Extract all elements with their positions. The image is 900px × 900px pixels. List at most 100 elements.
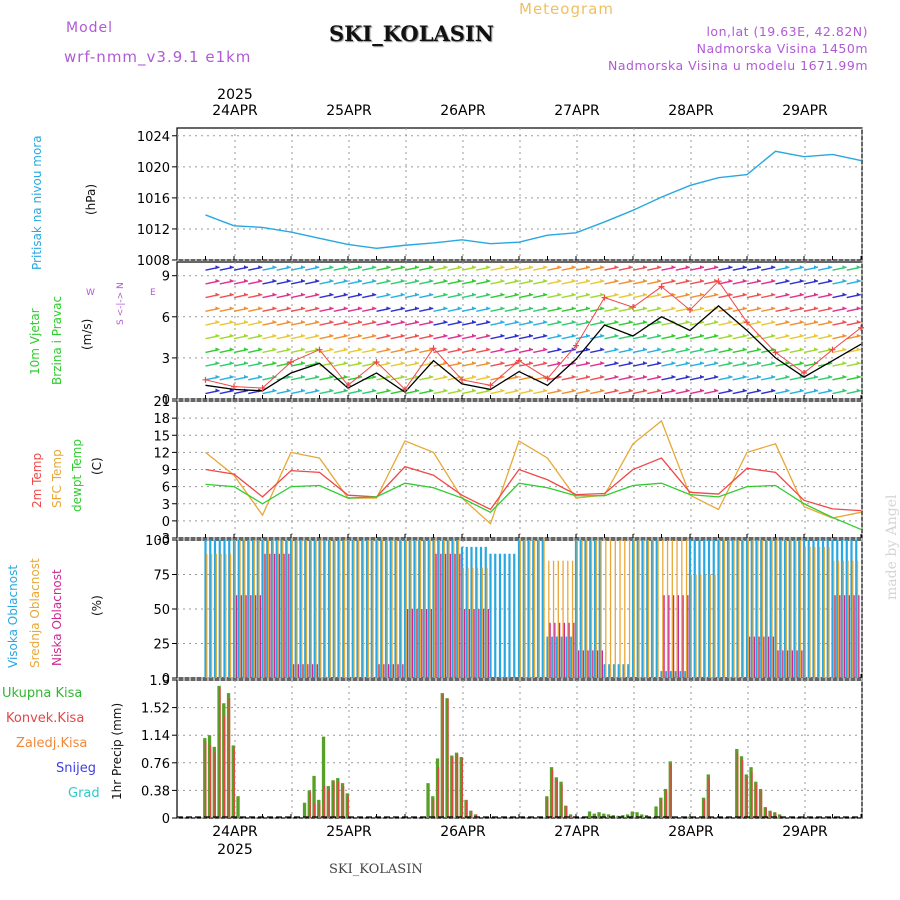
wind-arrow-head bbox=[486, 265, 491, 270]
wind-arrow-head bbox=[685, 320, 690, 325]
wind-arrow-head bbox=[671, 278, 676, 283]
wind-arrow-head bbox=[543, 347, 548, 352]
wind-gust-marker bbox=[601, 294, 608, 301]
wind-gust-marker bbox=[630, 304, 636, 311]
legend-total-rain: Ukupna Kisa bbox=[2, 686, 83, 701]
wind-arrow-head bbox=[457, 265, 462, 270]
wind-arrow-head bbox=[272, 292, 277, 297]
wind-arrow-head bbox=[657, 333, 662, 338]
wind-arrow-head bbox=[856, 320, 861, 325]
wind-arrow-head bbox=[215, 333, 220, 338]
wind-arrow-head bbox=[315, 388, 320, 393]
wind-arrow-head bbox=[329, 333, 334, 338]
wind-arrow-head bbox=[600, 306, 605, 311]
wind-arrow-head bbox=[258, 361, 263, 366]
wind-arrow-head bbox=[415, 292, 419, 297]
precip-total-bar bbox=[640, 814, 644, 818]
wind-arrow-head bbox=[814, 320, 818, 325]
precip-total-bar bbox=[236, 796, 240, 818]
wind-arrow-head bbox=[628, 265, 633, 270]
wind-arrow-head bbox=[529, 265, 533, 270]
wind-gust-marker bbox=[259, 385, 266, 392]
wind-arrow-head bbox=[315, 278, 320, 283]
wind-arrow-head bbox=[814, 347, 818, 352]
wind-arrow-head bbox=[600, 320, 605, 325]
wind-arrow-head bbox=[486, 292, 491, 297]
precip-convective-bar bbox=[770, 812, 772, 818]
wind-arrow-head bbox=[286, 306, 291, 311]
wind-arrow-head bbox=[671, 388, 676, 393]
wind-arrow-head bbox=[685, 347, 690, 352]
bottom-date-label: 25APR bbox=[326, 824, 372, 840]
wind-arrow-head bbox=[258, 278, 263, 283]
wind-arrow-head bbox=[828, 374, 833, 379]
wind-arrow-head bbox=[272, 361, 277, 366]
wind-arrow-head bbox=[343, 388, 348, 393]
precip-convective-bar bbox=[466, 800, 468, 818]
wind-arrow-head bbox=[286, 333, 291, 338]
wind-arrow-head bbox=[557, 265, 562, 270]
precip-convective-bar bbox=[228, 698, 231, 818]
wind-arrow-head bbox=[372, 347, 377, 352]
wind-arrow-head bbox=[685, 361, 690, 366]
wind-arrow-head bbox=[856, 265, 861, 270]
wind-arrow-head bbox=[315, 320, 320, 325]
wind-arrow-head bbox=[215, 347, 220, 352]
precip-convective-bar bbox=[219, 687, 221, 818]
wind-arrow-head bbox=[443, 374, 448, 379]
wind-gust-marker bbox=[687, 306, 693, 313]
precip-convective-bar bbox=[209, 745, 212, 818]
wind-arrow-head bbox=[586, 278, 590, 283]
wind-arrow-head bbox=[315, 333, 320, 338]
wind-arrow-head bbox=[272, 278, 277, 283]
wind-arrow-head bbox=[400, 265, 405, 270]
wind-arrow-head bbox=[828, 388, 833, 393]
wind-arrow-head bbox=[557, 292, 562, 297]
wind-arrow-head bbox=[586, 347, 590, 352]
wind-arrow-head bbox=[215, 278, 220, 283]
wind-arrow-head bbox=[799, 292, 804, 297]
precip-convective-bar bbox=[451, 756, 454, 818]
wind-arrow-head bbox=[700, 306, 704, 311]
wind-arrow-head bbox=[486, 320, 491, 325]
wind-arrow-head bbox=[215, 374, 220, 379]
precip-total-bar bbox=[635, 812, 639, 818]
wind-arrow-head bbox=[643, 374, 647, 379]
wind-arrow-head bbox=[229, 374, 234, 379]
top-date-label: 26APR bbox=[440, 103, 486, 119]
precip-convective-bar bbox=[741, 759, 744, 818]
wind-arrow-head bbox=[700, 361, 704, 366]
precip-convective-bar bbox=[774, 813, 777, 818]
wind-gust-marker bbox=[772, 349, 779, 356]
ytick-label-wind: 3 bbox=[162, 352, 170, 367]
wind-arrow-head bbox=[472, 292, 476, 297]
ytick-label-temperature: 15 bbox=[153, 429, 170, 444]
pressure-line bbox=[205, 150, 862, 250]
wind-arrow-head bbox=[272, 265, 277, 270]
wind-arrow-head bbox=[671, 306, 676, 311]
wind-arrow-head bbox=[614, 292, 619, 297]
wind-arrow-head bbox=[301, 265, 305, 270]
wind-arrow-head bbox=[543, 388, 548, 393]
precip-convective-bar bbox=[233, 748, 235, 818]
wind-arrow-head bbox=[244, 361, 248, 366]
wind-arrow-head bbox=[415, 320, 419, 325]
model-elevation-label: Nadmorska Visina u modelu 1671.99m bbox=[608, 58, 868, 73]
wind-arrow-head bbox=[229, 306, 234, 311]
wind-arrow-head bbox=[814, 278, 818, 283]
legend-freezing-rain: Zaledj.Kisa bbox=[16, 736, 88, 751]
wind-arrow-head bbox=[586, 320, 590, 325]
wind-arrow-head bbox=[472, 265, 476, 270]
wind-arrow-head bbox=[215, 361, 220, 366]
wind-arrow-head bbox=[386, 333, 391, 338]
wind-arrow-head bbox=[343, 347, 348, 352]
precip-total-bar bbox=[625, 814, 630, 818]
wind-arrow-head bbox=[229, 333, 234, 338]
wind-arrow-head bbox=[372, 333, 377, 338]
ytick-label-wind: 9 bbox=[162, 270, 170, 285]
wind-arrow-head bbox=[429, 265, 434, 270]
ytick-label-cloud_cover: 75 bbox=[153, 569, 170, 584]
wind-arrow-head bbox=[486, 361, 491, 366]
wind-arrow-head bbox=[799, 320, 804, 325]
wind-arrow-head bbox=[315, 292, 320, 297]
